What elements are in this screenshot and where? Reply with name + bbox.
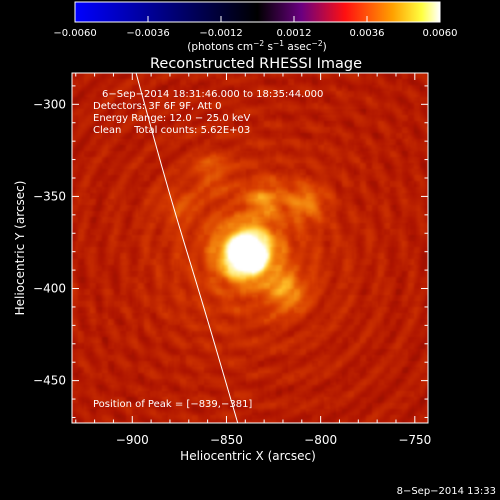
info-detectors: Detectors: 3F 6F 9F, Att 0	[93, 101, 221, 112]
info-clean-counts: Clean Total counts: 5.62E+03	[93, 125, 250, 136]
colorbar-tick-label: −0.0060	[53, 28, 96, 39]
x-tick-label: −800	[304, 433, 337, 447]
heatmap-image	[72, 73, 428, 423]
x-tick-label: −850	[210, 433, 243, 447]
solar-limb-line	[135, 73, 239, 423]
y-tick-label: −300	[33, 97, 66, 111]
plot-frame	[71, 72, 429, 424]
peak-position-label: Position of Peak = [−839,−381]	[93, 399, 252, 410]
colorbar-gradient	[74, 1, 441, 23]
colorbar-tick-label: 0.0060	[423, 28, 458, 39]
chart-title: Reconstructed RHESSI Image	[150, 56, 362, 72]
colorbar-unit-label: (photons cm−2 s−1 asec−2)	[187, 39, 326, 53]
colorbar: −0.0060 −0.0036 −0.0012 0.0012 0.0036 0.0060 …	[53, 1, 458, 53]
info-time-range: 6−Sep−2014 18:31:46.000 to 18:35:44.000	[102, 89, 323, 100]
y-tick-label: −450	[33, 374, 66, 388]
y-axis-label: Heliocentric Y (arcsec)	[13, 181, 27, 316]
y-tick-label: −400	[33, 282, 66, 296]
x-axis-label: Heliocentric X (arcsec)	[180, 449, 316, 463]
colorbar-tick-label: −0.0012	[199, 28, 242, 39]
footer-timestamp: 8−Sep−2014 13:33	[397, 486, 496, 497]
info-block: 6−Sep−2014 18:31:46.000 to 18:35:44.000 …	[93, 89, 323, 136]
colorbar-tick-label: 0.0012	[277, 28, 312, 39]
x-tick-label: −750	[398, 433, 431, 447]
y-tick-label: −350	[33, 189, 66, 203]
colorbar-tick-label: 0.0036	[350, 28, 385, 39]
x-tick-label: −900	[116, 433, 149, 447]
colorbar-tick-label: −0.0036	[126, 28, 169, 39]
info-energy-range: Energy Range: 12.0 − 25.0 keV	[93, 113, 250, 124]
